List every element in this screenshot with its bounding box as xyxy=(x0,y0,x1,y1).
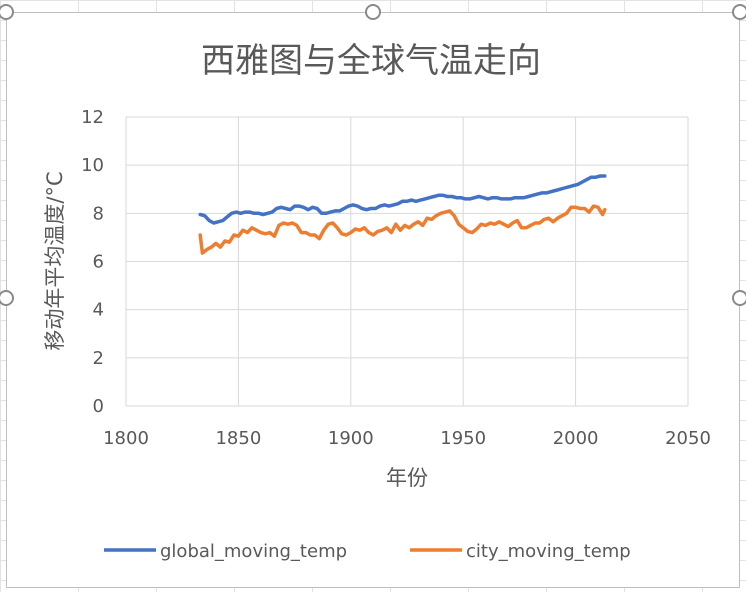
x-tick-label: 1850 xyxy=(215,428,261,449)
chart-area[interactable] xyxy=(6,12,740,588)
gridlines xyxy=(125,116,689,407)
chart-title: 西雅图与全球气温走向 xyxy=(201,41,541,81)
x-tick-label: 1800 xyxy=(103,428,149,449)
y-tick-label: 6 xyxy=(93,252,104,273)
resize-handle-middle-left[interactable] xyxy=(0,290,14,306)
plot-series xyxy=(198,174,607,255)
x-tick-label: 2050 xyxy=(665,428,711,449)
x-tick-label: 2000 xyxy=(553,428,599,449)
y-axis-title: 移动年平均温度/°C xyxy=(43,171,67,350)
y-tick-label: 0 xyxy=(93,396,104,417)
x-axis-title: 年份 xyxy=(386,466,428,490)
y-tick-label: 12 xyxy=(81,107,104,128)
y-tick-label: 4 xyxy=(93,300,104,321)
y-tick-label: 8 xyxy=(93,203,104,224)
legend[interactable]: global_moving_temp city_moving_temp xyxy=(104,541,631,562)
resize-handle-top-right[interactable] xyxy=(732,4,746,20)
series-line-global-moving-temp[interactable] xyxy=(198,174,607,225)
x-axis-ticks: 1800 1850 1900 1950 2000 2050 xyxy=(103,428,711,449)
x-tick-label: 1950 xyxy=(440,428,486,449)
resize-handle-top-middle[interactable] xyxy=(365,4,381,20)
y-tick-label: 2 xyxy=(93,348,104,369)
series-line-city-moving-temp[interactable] xyxy=(198,204,607,255)
y-tick-label: 10 xyxy=(81,155,104,176)
legend-label-global-moving-temp: global_moving_temp xyxy=(160,541,347,562)
resize-handle-middle-right[interactable] xyxy=(732,290,746,306)
x-tick-label: 1900 xyxy=(328,428,374,449)
y-axis-ticks: 0 2 4 6 8 10 12 xyxy=(81,107,104,417)
legend-label-city-moving-temp: city_moving_temp xyxy=(466,541,631,562)
resize-handle-top-left[interactable] xyxy=(0,4,14,20)
